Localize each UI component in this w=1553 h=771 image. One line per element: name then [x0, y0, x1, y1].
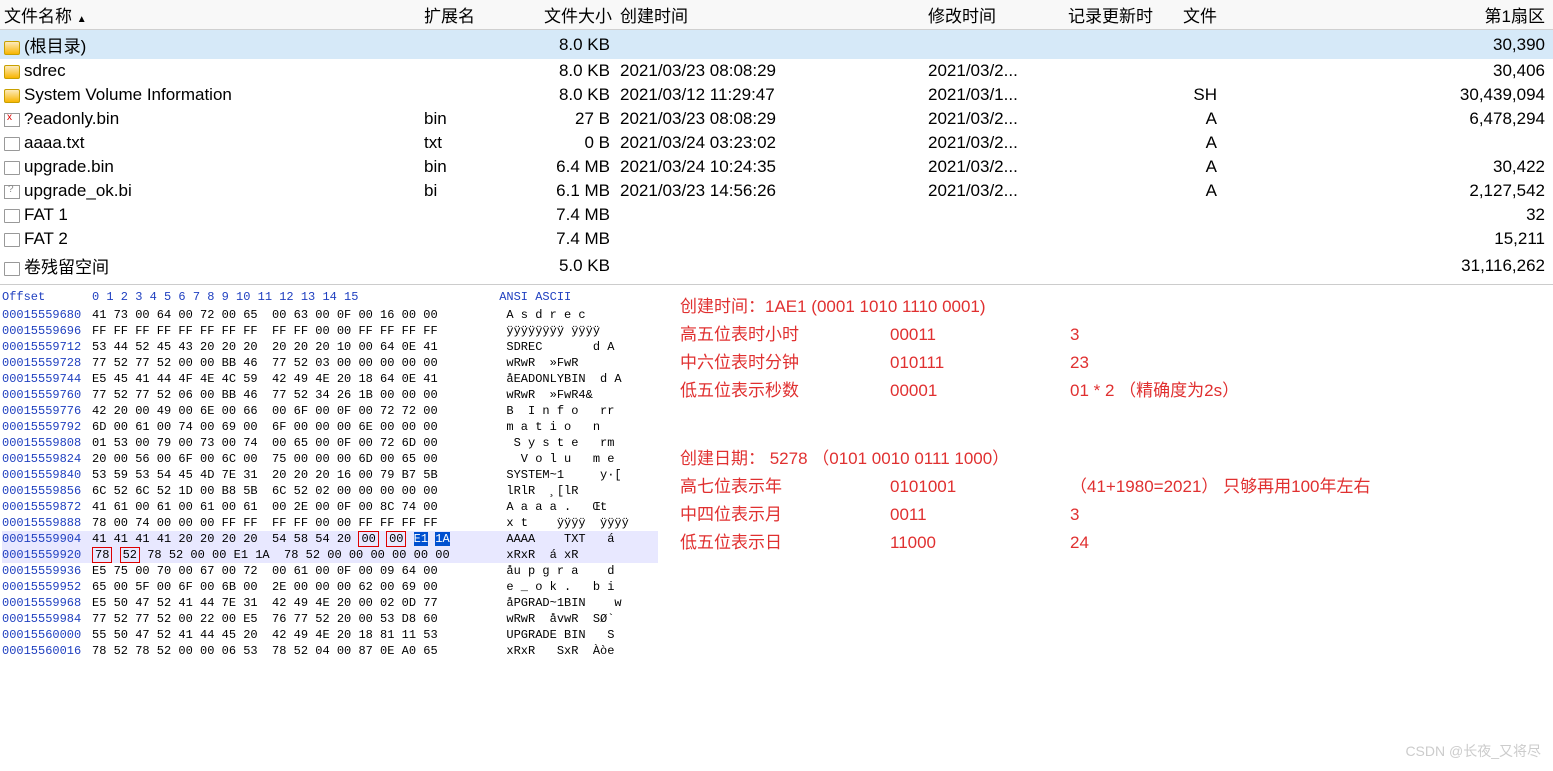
- file-icon: [4, 161, 20, 175]
- hex-header-ascii: ANSI ASCII: [499, 290, 571, 304]
- hex-row[interactable]: 0001555971253 44 52 45 43 20 20 20 20 20…: [2, 339, 658, 355]
- col-created[interactable]: 创建时间: [616, 0, 924, 30]
- col-modified[interactable]: 修改时间: [924, 0, 1064, 30]
- table-row[interactable]: aaaa.txttxt0 B2021/03/24 03:23:022021/03…: [0, 131, 1553, 155]
- file-icon: [4, 209, 20, 223]
- anno-title-time: 创建时间：1AE1 (0001 1010 1110 0001): [680, 293, 1533, 321]
- q-icon: [4, 185, 20, 199]
- x-icon: [4, 113, 20, 127]
- hex-row[interactable]: 00015559936E5 75 00 70 00 67 00 72 00 61…: [2, 563, 658, 579]
- hex-row[interactable]: 000155597926D 00 61 00 74 00 69 00 6F 00…: [2, 419, 658, 435]
- hex-row[interactable]: 0001555976077 52 77 52 06 00 BB 46 77 52…: [2, 387, 658, 403]
- table-row[interactable]: upgrade_ok.bibi6.1 MB2021/03/23 14:56:26…: [0, 179, 1553, 203]
- hex-row[interactable]: 000155598566C 52 6C 52 1D 00 B8 5B 6C 52…: [2, 483, 658, 499]
- hex-row[interactable]: 00015559696FF FF FF FF FF FF FF FF FF FF…: [2, 323, 658, 339]
- file-icon: [4, 262, 20, 276]
- hex-row[interactable]: 0001555968041 73 00 64 00 72 00 65 00 63…: [2, 307, 658, 323]
- folder-icon: [4, 65, 20, 79]
- hex-row[interactable]: 0001555980801 53 00 79 00 73 00 74 00 65…: [2, 435, 658, 451]
- hex-header-offset: Offset: [2, 289, 92, 305]
- hex-row[interactable]: 0001555977642 20 00 49 00 6E 00 66 00 6F…: [2, 403, 658, 419]
- hex-row[interactable]: 00015559744E5 45 41 44 4F 4E 4C 59 42 49…: [2, 371, 658, 387]
- table-row[interactable]: 卷残留空间5.0 KB31,116,262: [0, 251, 1553, 280]
- hex-row[interactable]: 0001555995265 00 5F 00 6F 00 6B 00 2E 00…: [2, 579, 658, 595]
- hex-row[interactable]: 0001555987241 61 00 61 00 61 00 61 00 2E…: [2, 499, 658, 515]
- table-row[interactable]: upgrade.binbin6.4 MB2021/03/24 10:24:352…: [0, 155, 1553, 179]
- folder-icon: [4, 41, 20, 55]
- table-row[interactable]: System Volume Information8.0 KB2021/03/1…: [0, 83, 1553, 107]
- col-sector[interactable]: 第1扇区: [1227, 0, 1553, 30]
- table-row[interactable]: (根目录)8.0 KB30,390: [0, 30, 1553, 60]
- hex-row[interactable]: 0001555984053 59 53 54 45 4D 7E 31 20 20…: [2, 467, 658, 483]
- hex-row[interactable]: 0001556000055 50 47 52 41 44 45 20 42 49…: [2, 627, 658, 643]
- file-list-table: 文件名称 ▲ 扩展名 文件大小 创建时间 修改时间 记录更新时 文件 第1扇区 …: [0, 0, 1553, 280]
- table-row[interactable]: FAT 27.4 MB15,211: [0, 227, 1553, 251]
- file-icon: [4, 137, 20, 151]
- col-attr[interactable]: 文件: [1179, 0, 1227, 30]
- sort-arrow-icon: ▲: [77, 14, 87, 25]
- watermark: CSDN @长夜_又将尽: [1405, 741, 1541, 761]
- hex-row[interactable]: 0001555972877 52 77 52 00 00 BB 46 77 52…: [2, 355, 658, 371]
- hex-row[interactable]: 0001555988878 00 74 00 00 00 FF FF FF FF…: [2, 515, 658, 531]
- hex-row[interactable]: 0001555992078 52 78 52 00 00 E1 1A 78 52…: [2, 547, 658, 563]
- col-record[interactable]: 记录更新时: [1064, 0, 1179, 30]
- folder-icon: [4, 89, 20, 103]
- col-size[interactable]: 文件大小: [510, 0, 616, 30]
- hex-row[interactable]: 0001555998477 52 77 52 00 22 00 E5 76 77…: [2, 611, 658, 627]
- hex-row[interactable]: 0001556001678 52 78 52 00 00 06 53 78 52…: [2, 643, 658, 659]
- anno-title-date: 创建日期： 5278 （0101 0010 0111 1000）: [680, 445, 1533, 473]
- annotation-panel: 创建时间：1AE1 (0001 1010 1110 0001) 高五位表时小时0…: [660, 285, 1553, 663]
- hex-row[interactable]: 0001555990441 41 41 41 20 20 20 20 54 58…: [2, 531, 658, 547]
- table-row[interactable]: ?eadonly.binbin27 B2021/03/23 08:08:2920…: [0, 107, 1553, 131]
- table-row[interactable]: sdrec8.0 KB2021/03/23 08:08:292021/03/2.…: [0, 59, 1553, 83]
- hex-viewer[interactable]: Offset 0 1 2 3 4 5 6 7 8 9 10 11 12 13 1…: [0, 285, 660, 663]
- col-name[interactable]: 文件名称 ▲: [0, 0, 420, 30]
- hex-row[interactable]: 00015559968E5 50 47 52 41 44 7E 31 42 49…: [2, 595, 658, 611]
- hex-header-cols: 0 1 2 3 4 5 6 7 8 9 10 11 12 13 14 15: [92, 289, 492, 305]
- table-header-row: 文件名称 ▲ 扩展名 文件大小 创建时间 修改时间 记录更新时 文件 第1扇区: [0, 0, 1553, 30]
- hex-row[interactable]: 0001555982420 00 56 00 6F 00 6C 00 75 00…: [2, 451, 658, 467]
- file-icon: [4, 233, 20, 247]
- col-ext[interactable]: 扩展名: [420, 0, 510, 30]
- table-row[interactable]: FAT 17.4 MB32: [0, 203, 1553, 227]
